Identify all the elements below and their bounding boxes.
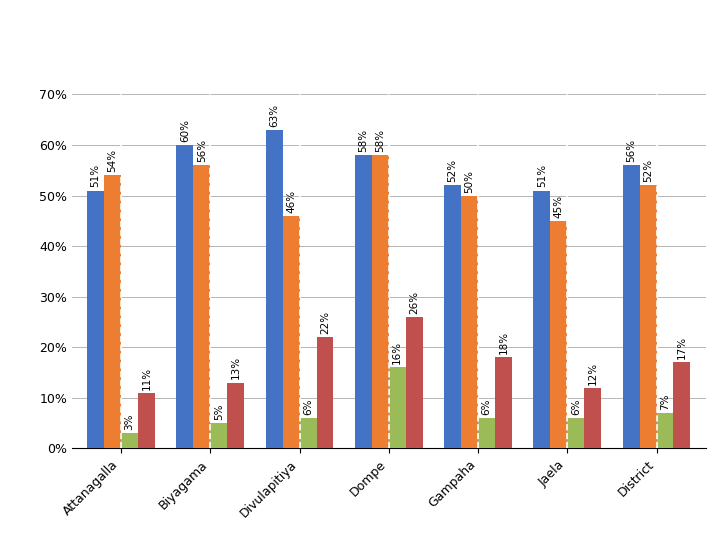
Text: 5%: 5% bbox=[214, 403, 224, 420]
Bar bbox=[389, 367, 406, 448]
Text: 50%: 50% bbox=[464, 170, 474, 193]
Bar bbox=[372, 155, 389, 448]
Text: 6%: 6% bbox=[571, 399, 581, 415]
Text: 11%: 11% bbox=[142, 367, 151, 389]
Text: 6%: 6% bbox=[482, 399, 492, 415]
Text: 54%: 54% bbox=[107, 149, 117, 172]
Bar bbox=[210, 423, 228, 448]
Text: 52%: 52% bbox=[448, 159, 458, 183]
Bar bbox=[121, 433, 138, 448]
Bar bbox=[194, 165, 210, 448]
Bar bbox=[639, 185, 657, 448]
Text: 7%: 7% bbox=[660, 393, 670, 410]
Bar bbox=[176, 145, 194, 448]
Text: 26%: 26% bbox=[409, 291, 419, 314]
Bar bbox=[228, 382, 244, 448]
Text: 16%: 16% bbox=[392, 341, 402, 365]
Text: 52%: 52% bbox=[643, 159, 653, 183]
Text: 51%: 51% bbox=[537, 164, 547, 187]
Text: 45%: 45% bbox=[554, 194, 564, 218]
Text: (out of screened): (out of screened) bbox=[418, 24, 578, 42]
Bar bbox=[317, 337, 333, 448]
Text: 56%: 56% bbox=[197, 139, 207, 162]
Text: 13%: 13% bbox=[230, 356, 240, 380]
Bar bbox=[444, 185, 461, 448]
Text: 6%: 6% bbox=[303, 399, 313, 415]
Bar bbox=[567, 418, 584, 448]
Text: 17%: 17% bbox=[677, 336, 687, 359]
Bar bbox=[623, 165, 639, 448]
Bar bbox=[495, 357, 512, 448]
Bar bbox=[138, 393, 155, 448]
Text: 46%: 46% bbox=[286, 190, 296, 213]
Bar bbox=[104, 176, 121, 448]
Text: 60%: 60% bbox=[180, 119, 190, 142]
Text: 12%: 12% bbox=[588, 361, 598, 384]
Text: 58%: 58% bbox=[359, 129, 369, 152]
Bar bbox=[657, 413, 673, 448]
Bar bbox=[478, 418, 495, 448]
Text: 51%: 51% bbox=[91, 164, 101, 187]
Bar bbox=[300, 418, 317, 448]
Text: 56%: 56% bbox=[626, 139, 636, 162]
Bar bbox=[534, 191, 550, 448]
Text: 63%: 63% bbox=[269, 104, 279, 127]
Text: 22%: 22% bbox=[320, 311, 330, 334]
Bar bbox=[406, 317, 423, 448]
Bar bbox=[673, 362, 690, 448]
Bar bbox=[355, 155, 372, 448]
Bar bbox=[461, 195, 478, 448]
Bar bbox=[283, 216, 300, 448]
Text: 58%: 58% bbox=[375, 129, 385, 152]
Bar bbox=[550, 221, 567, 448]
Text: % of children with Caries: % of children with Caries bbox=[18, 19, 410, 47]
Bar bbox=[584, 388, 601, 448]
Text: 18%: 18% bbox=[498, 331, 508, 354]
Text: 3%: 3% bbox=[125, 414, 135, 430]
Bar bbox=[87, 191, 104, 448]
Bar bbox=[266, 130, 283, 448]
